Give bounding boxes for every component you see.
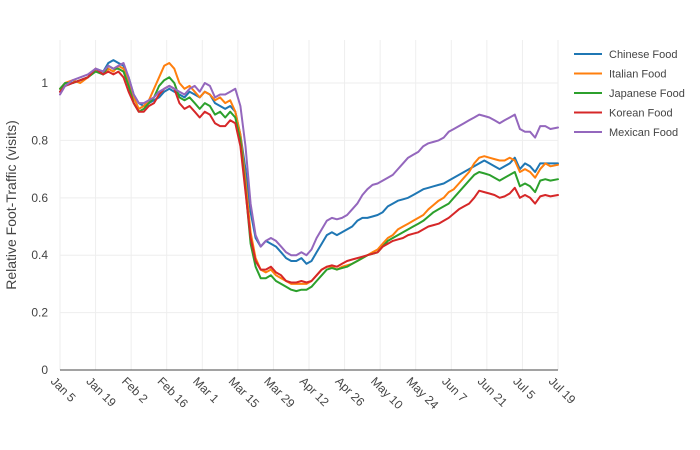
x-tick-label: Mar 1 [190,374,222,406]
series-line-chinese-food [59,59,559,265]
x-tick-label: Jul 19 [546,374,579,407]
y-tick-label: 0.4 [31,248,48,262]
y-tick-label: 1 [41,76,48,90]
x-tick-label: Jun 7 [439,374,470,405]
legend-label: Chinese Food [609,49,678,61]
legend-label: Italian Food [609,69,666,81]
x-tick-label: Feb 2 [119,374,151,406]
x-tick-label: Apr 12 [297,374,332,409]
legend-label: Mexican Food [609,127,678,139]
y-tick-label: 0.2 [31,306,48,320]
x-tick-label: Jun 21 [475,374,511,410]
gridlines [59,40,559,370]
legend-label: Japanese Food [609,88,685,100]
y-tick-label: 0.8 [31,133,48,147]
x-tick-label: Apr 26 [332,374,367,409]
x-tick-label: May 24 [404,374,442,412]
series-line-mexican-food [59,62,559,257]
x-tick-label: Mar 29 [261,374,298,411]
legend-label: Korean Food [609,108,673,120]
y-axis-title: Relative Foot-Traffic (visits) [3,120,19,290]
series-lines [59,59,559,293]
y-tick-label: 0 [41,363,48,377]
x-tick-label: Jul 5 [510,374,538,402]
x-tick-label: Feb 16 [155,374,192,411]
x-tick-label: Mar 15 [226,374,263,411]
x-tick-label: May 10 [368,374,406,412]
y-tick-label: 0.6 [31,191,48,205]
legend: Chinese Food Italian Food Japanese Food Kor… [574,49,685,139]
x-tick-label: Jan 19 [83,374,119,410]
series-line-korean-food [59,67,559,284]
x-tick-label: Jan 5 [48,374,79,405]
